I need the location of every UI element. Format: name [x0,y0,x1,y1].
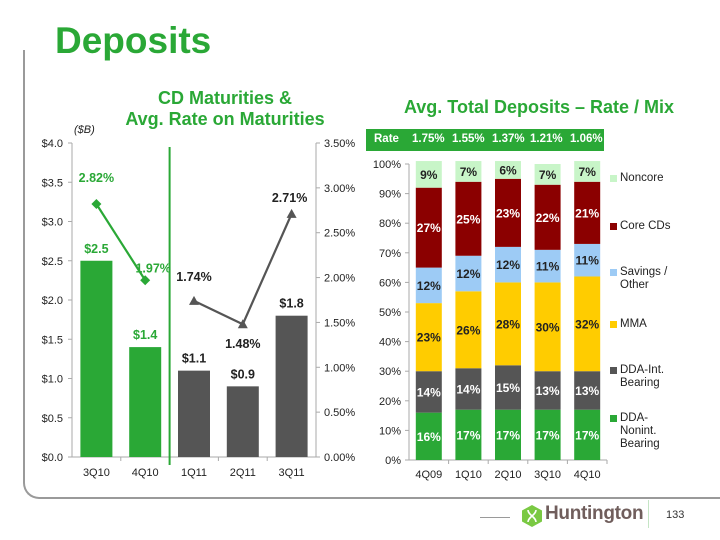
legend-label: Bearing [620,377,660,389]
rate-marker-triangle [237,319,248,329]
right-tick-label: 3.00% [324,183,355,195]
rate-value-label: 1.48% [225,337,260,351]
bar-value-label: $1.1 [182,352,206,366]
legend-item: Core CDs [610,220,671,233]
bar [275,315,308,457]
legend-label: Core CDs [620,220,671,232]
left-tick-label: $1.0 [42,374,63,386]
right-tick-label: 0.00% [324,452,355,464]
right-tick-label: 1.50% [324,317,355,329]
page-separator [648,500,649,528]
x-tick-label: 3Q10 [83,467,110,479]
x-tick-label: 4Q10 [132,467,159,479]
bar [129,347,162,457]
bar [226,386,259,457]
right-tick-label: 1.00% [324,362,355,374]
left-tick-label: $2.5 [42,256,63,268]
legend-label: Nonint. [620,425,657,437]
rate-marker-triangle [286,208,297,218]
slide-title: Deposits [55,20,212,61]
legend-swatch-icon [610,415,617,422]
bar-value-label: $2.5 [84,242,108,256]
page-number: 133 [666,509,685,521]
left-tick-label: $2.0 [42,295,63,307]
legend-label: Bearing [620,438,660,450]
legend-swatch-icon [610,367,617,374]
rate-marker-diamond [140,275,151,286]
logo-text: Huntington [545,503,644,524]
left-chart-title-line1: CD Maturities & [157,88,292,108]
rate-bar: Rate 1.75% 1.55% 1.37% 1.21% 1.06% [366,129,604,151]
rate-value: 1.75% [412,133,445,145]
right-tick-label: 0.50% [324,407,355,419]
rate-value-label: 2.71% [272,191,307,205]
rate-line-actual [95,203,147,281]
legend-item: DDA- Nonint. Bearing [610,412,660,451]
legend-swatch-icon [610,321,617,328]
legend-item: DDA-Int. Bearing [610,364,665,390]
bar-value-label: $0.9 [231,367,255,381]
left-tick-label: $4.0 [42,138,63,150]
left-tick-label: $3.5 [42,177,63,189]
bar [178,370,210,457]
left-tick-label: $0.0 [42,452,63,464]
left-chart-title-line2: Avg. Rate on Maturities [125,109,325,129]
legend-item: Savings / Other [610,266,668,292]
huntington-logo-icon [522,505,542,527]
left-chart-title: CD Maturities & Avg. Rate on Maturities [110,88,340,130]
rate-value: 1.21% [530,133,563,145]
rate-value-label: 2.82% [79,171,114,185]
rate-value-label: 1.74% [176,270,211,284]
slide-frame [23,50,720,499]
rate-marker-diamond [91,199,102,210]
left-tick-label: $1.5 [42,334,63,346]
right-chart-title: Avg. Total Deposits – Rate / Mix [403,97,675,117]
unit-label: ($B) [74,124,95,136]
x-tick-label: 3Q11 [279,467,305,479]
rate-value: 1.06% [570,133,603,145]
left-tick-label: $0.5 [42,413,63,425]
rate-marker-triangle [189,295,199,305]
right-tick-label: 2.00% [324,273,355,285]
rate-label: Rate [374,133,399,145]
legend-label: DDA-Int. [620,364,665,376]
x-tick-label: 2Q11 [230,467,256,479]
legend-label: DDA- [620,412,649,424]
bar-value-label: $1.8 [279,297,303,311]
footer-divider [480,517,510,518]
legend-item: MMA [610,318,647,331]
legend-label: MMA [620,318,647,330]
rate-value-label: 1.97% [135,261,170,275]
legend-item: Noncore [610,172,664,185]
legend-label: Savings / [620,266,668,278]
bar-value-label: $1.4 [133,328,157,342]
right-tick-label: 2.50% [324,228,355,240]
legend-label: Noncore [620,172,664,184]
left-tick-label: $3.0 [42,217,63,229]
right-tick-label: 3.50% [324,138,355,150]
legend-label: Other [620,279,649,291]
rate-value: 1.37% [492,133,525,145]
legend-swatch-icon [610,269,617,276]
bar [80,260,113,457]
legend-swatch-icon [610,175,617,182]
rate-value: 1.55% [452,133,485,145]
legend-swatch-icon [610,223,617,230]
x-tick-label: 1Q11 [181,467,207,479]
